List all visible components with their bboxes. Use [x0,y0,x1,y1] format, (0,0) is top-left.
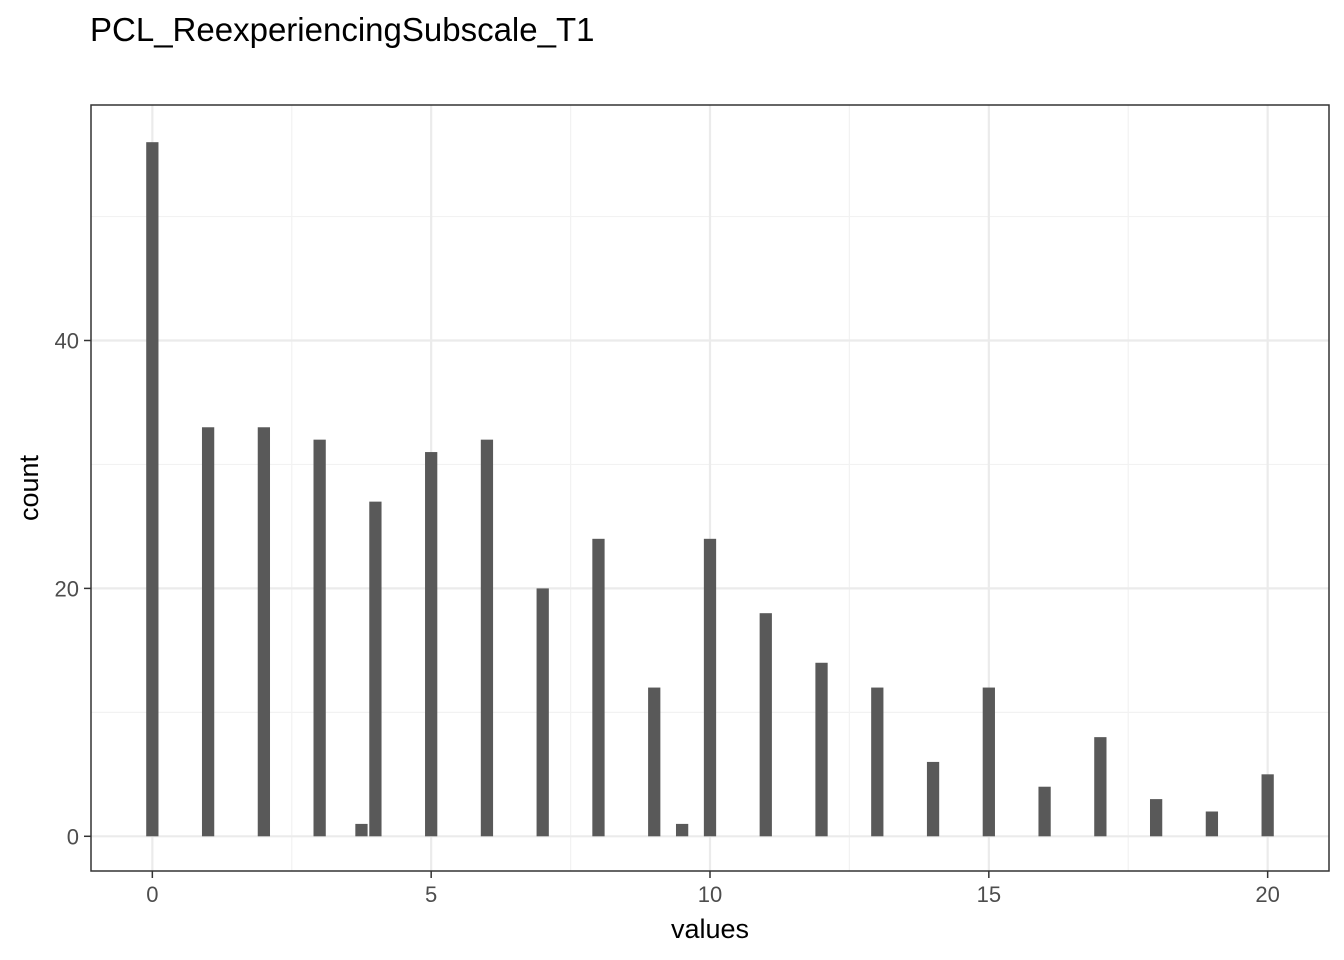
y-axis-title: count [14,454,44,521]
bar [355,823,368,837]
bar [1205,811,1219,837]
bar [1038,786,1051,837]
y-tick-label: 0 [67,824,79,849]
bar [648,687,661,837]
bar [1094,737,1107,837]
x-tick-label: 10 [698,882,722,907]
bar [257,427,271,837]
bar [536,588,549,837]
x-tick-label: 0 [146,882,158,907]
y-tick-label: 40 [55,329,79,354]
x-tick-label: 20 [1255,882,1279,907]
bar [313,439,326,837]
y-tick-label: 20 [55,576,79,601]
bar [703,538,717,837]
bar [926,761,940,837]
bar [592,538,605,837]
bar [146,142,159,837]
bar [815,662,828,837]
bar [759,613,772,837]
bar [201,427,215,837]
bar [1261,774,1274,837]
bar [1149,799,1163,837]
x-tick-label: 15 [977,882,1001,907]
x-tick-label: 5 [425,882,437,907]
bars [146,142,1274,837]
bar [425,452,438,837]
x-axis-title: values [671,914,749,944]
bar [982,687,995,837]
bar [369,501,382,837]
bar [871,687,884,837]
bar [480,439,494,837]
bar [675,823,689,837]
x-axis-ticks: 0 5 10 15 20 [146,871,1280,907]
chart-title: PCL_ReexperiencingSubscale_T1 [90,11,594,48]
y-axis-ticks: 0 20 40 [55,329,91,849]
